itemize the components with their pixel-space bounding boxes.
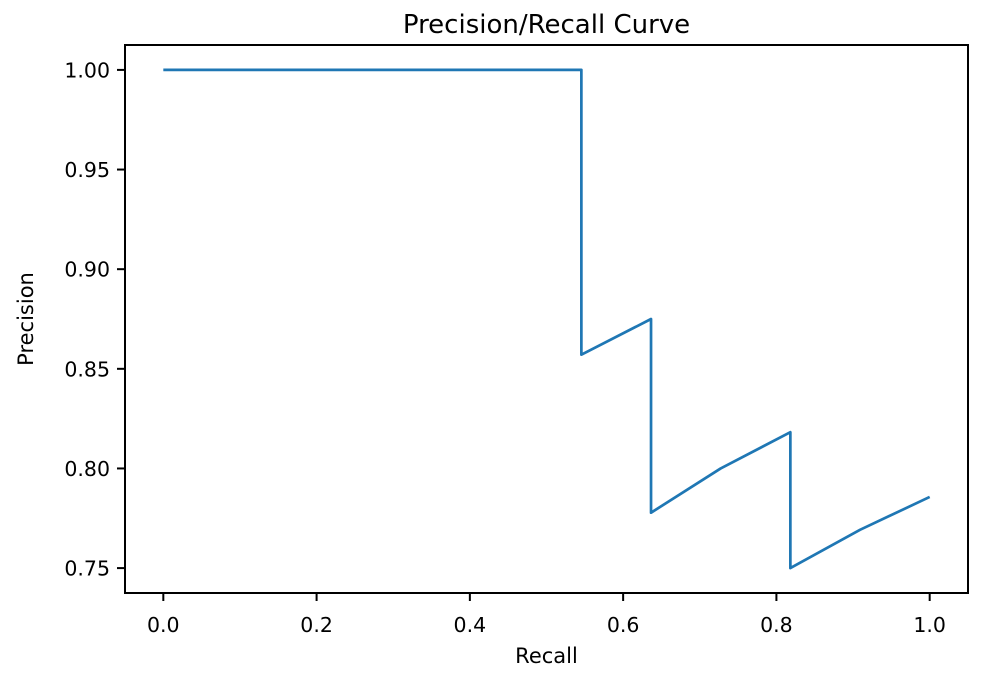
x-axis-ticks: 0.0 0.2 0.4 0.6 0.8 1.0 xyxy=(147,593,946,637)
x-tick-label: 0.2 xyxy=(300,613,333,637)
y-tick-label: 0.95 xyxy=(64,158,110,182)
chart-title: Precision/Recall Curve xyxy=(403,10,690,40)
axes-background xyxy=(125,45,968,593)
x-tick-label: 0.0 xyxy=(147,613,180,637)
y-axis-label: Precision xyxy=(14,272,38,366)
pr-curve-line xyxy=(163,68,931,570)
x-axis-label: Recall xyxy=(515,644,578,668)
y-tick-label: 0.85 xyxy=(64,357,110,381)
x-tick-label: 0.4 xyxy=(454,613,487,637)
y-tick-label: 1.00 xyxy=(64,58,110,82)
y-axis-ticks: 0.75 0.80 0.85 0.90 0.95 1.00 xyxy=(64,58,125,581)
x-tick-label: 1.0 xyxy=(913,613,946,637)
y-tick-label: 0.90 xyxy=(64,258,110,282)
x-tick-label: 0.6 xyxy=(607,613,640,637)
y-tick-label: 0.80 xyxy=(64,457,110,481)
x-tick-label: 0.8 xyxy=(760,613,793,637)
axes-spines xyxy=(124,44,969,594)
y-tick-label: 0.75 xyxy=(64,557,110,581)
